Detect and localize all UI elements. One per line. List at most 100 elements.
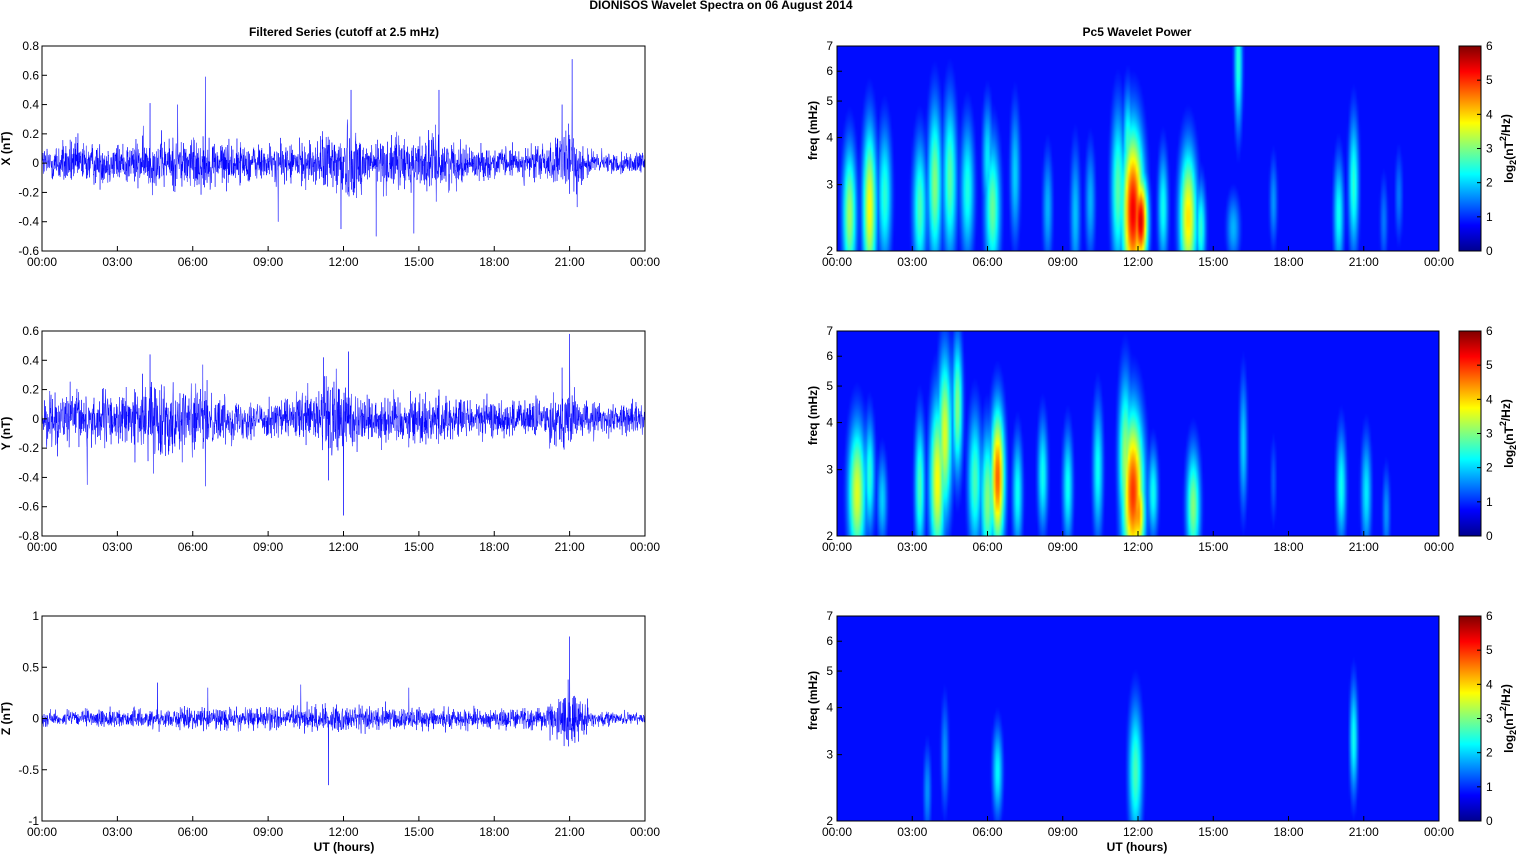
freq-axis-label-2: freq (mHz) [806,386,820,445]
x-tick-label-series2-7: 21:00 [555,825,585,839]
colorbar-tick-label-3-4: 2 [1486,746,1493,760]
x-tick-label-heat3-5: 15:00 [1198,255,1228,269]
y-axis-label-z: Z (nT) [0,702,13,735]
freq-tick-label-3-5: 2 [826,814,833,828]
x-tick-label-heat4-0: 00:00 [822,540,852,554]
y-axis-label-y: Y (nT) [0,417,13,451]
x-tick-label-heat5-3: 09:00 [1048,825,1078,839]
colorbar-label-part: log [1502,165,1516,183]
x-tick-label-heat5-7: 21:00 [1349,825,1379,839]
colorbar-tick-label-2-1: 5 [1486,358,1493,372]
x-tick-label-heat3-6: 18:00 [1273,255,1303,269]
x-tick-label-series0-6: 18:00 [479,255,509,269]
y-tick-label-y-1: 0.4 [22,353,39,367]
freq-tick-label-3-3: 4 [826,701,833,715]
colorbar-label-part: (nT [1502,711,1516,730]
y-tick-label-x-3: 0.2 [22,127,39,141]
left-column-title: Filtered Series (cutoff at 2.5 mHz) [249,25,439,39]
x-tick-label-series2-5: 15:00 [404,825,434,839]
x-axis-label-left: UT (hours) [314,840,375,854]
colorbar-label-part: (nT [1502,141,1516,160]
freq-tick-label-1-2: 5 [826,94,833,108]
heatmap-image [837,616,1439,821]
y-tick-label-x-4: 0 [32,156,39,170]
freq-axis-label-3: freq (mHz) [806,671,820,730]
x-tick-label-heat5-8: 00:00 [1424,825,1454,839]
series-line-x [41,59,646,237]
heatmap-image [837,331,1439,536]
y-tick-label-y-3: 0 [32,412,39,426]
right-column-title: Pc5 Wavelet Power [1083,25,1192,39]
y-tick-label-x-6: -0.4 [18,215,39,229]
x-tick-label-series1-7: 21:00 [555,540,585,554]
x-tick-label-series1-5: 15:00 [404,540,434,554]
colorbar-tick-label-2-3: 3 [1486,427,1493,441]
y-tick-label-z-1: 0.5 [22,660,39,674]
x-tick-label-heat4-5: 15:00 [1198,540,1228,554]
colorbar-label-part: 2 [1508,445,1518,450]
x-tick-label-series1-8: 00:00 [630,540,660,554]
x-tick-label-heat4-8: 00:00 [1424,540,1454,554]
freq-tick-label-1-0: 7 [826,39,833,53]
x-tick-label-heat5-6: 18:00 [1273,825,1303,839]
x-tick-label-series0-4: 12:00 [328,255,358,269]
y-tick-label-y-2: 0.2 [22,383,39,397]
x-tick-label-series2-8: 00:00 [630,825,660,839]
series-panel-x: 0.80.60.40.20-0.2-0.4-0.600:00 03:00 06:00… [0,39,660,269]
x-tick-label-heat3-8: 00:00 [1424,255,1454,269]
x-tick-label-heat5-0: 00:00 [822,825,852,839]
colorbar-label-2: log2(nT2/Hz) [1498,399,1518,468]
colorbar-tick-label-2-4: 2 [1486,461,1493,475]
y-tick-label-y-7: -0.8 [18,529,39,543]
series-line-y [41,333,646,516]
x-tick-label-heat3-7: 21:00 [1349,255,1379,269]
series-panel-z: 10.50-0.5-100:00 03:00 06:00 09:00 12:00 15:0… [0,609,660,839]
colorbar-label-part: log [1502,450,1516,468]
colorbar-tick-label-3-2: 4 [1486,677,1493,691]
colorbar-tick-label-3-1: 5 [1486,643,1493,657]
colorbar-label-part: (nT [1502,426,1516,445]
series-panel-y: 0.60.40.20-0.2-0.4-0.6-0.800:00 03:00 06:0… [0,324,660,554]
x-tick-label-series2-4: 12:00 [328,825,358,839]
x-tick-label-series1-3: 09:00 [253,540,283,554]
x-tick-label-series2-6: 18:00 [479,825,509,839]
colorbar-tick-label-1-0: 6 [1486,39,1493,53]
freq-tick-label-2-5: 2 [826,529,833,543]
colorbar-tick-label-2-6: 0 [1486,529,1493,543]
freq-tick-label-1-4: 3 [826,178,833,192]
y-tick-label-x-1: 0.6 [22,68,39,82]
x-tick-label-heat4-6: 18:00 [1273,540,1303,554]
x-tick-label-series0-5: 15:00 [404,255,434,269]
x-tick-label-series1-4: 12:00 [328,540,358,554]
colorbar-tick-label-3-6: 0 [1486,814,1493,828]
x-tick-label-heat3-1: 03:00 [897,255,927,269]
x-tick-label-heat4-7: 21:00 [1349,540,1379,554]
colorbar-label-part: 2 [1498,421,1508,426]
colorbar-tick-label-1-1: 5 [1486,73,1493,87]
y-tick-label-y-4: -0.2 [18,441,39,455]
freq-tick-label-1-3: 4 [826,131,833,145]
x-tick-label-series1-0: 00:00 [27,540,57,554]
x-tick-label-series0-0: 00:00 [27,255,57,269]
freq-tick-label-3-2: 5 [826,664,833,678]
colorbar-label-3: log2(nT2/Hz) [1498,684,1518,753]
heatmap-image [837,46,1439,251]
colorbar-label-part: /Hz) [1499,114,1513,136]
freq-tick-label-2-0: 7 [826,324,833,338]
colorbar-tick-label-2-2: 4 [1486,392,1493,406]
x-tick-label-heat3-4: 12:00 [1123,255,1153,269]
y-tick-label-x-7: -0.6 [18,244,39,258]
colorbar-label-part: 2 [1498,706,1508,711]
colorbar-tick-label-1-4: 2 [1486,176,1493,190]
x-axis-label-right: UT (hours) [1107,840,1168,854]
colorbar-tick-label-1-5: 1 [1486,210,1493,224]
colorbar-tick-label-3-5: 1 [1486,780,1493,794]
colorbar-label-part: 2 [1508,160,1518,165]
x-tick-label-series2-0: 00:00 [27,825,57,839]
y-tick-label-z-4: -1 [28,814,39,828]
x-tick-label-series1-6: 18:00 [479,540,509,554]
x-tick-label-series0-1: 03:00 [102,255,132,269]
